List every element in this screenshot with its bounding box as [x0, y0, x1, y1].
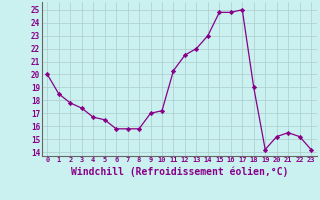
X-axis label: Windchill (Refroidissement éolien,°C): Windchill (Refroidissement éolien,°C): [70, 166, 288, 177]
